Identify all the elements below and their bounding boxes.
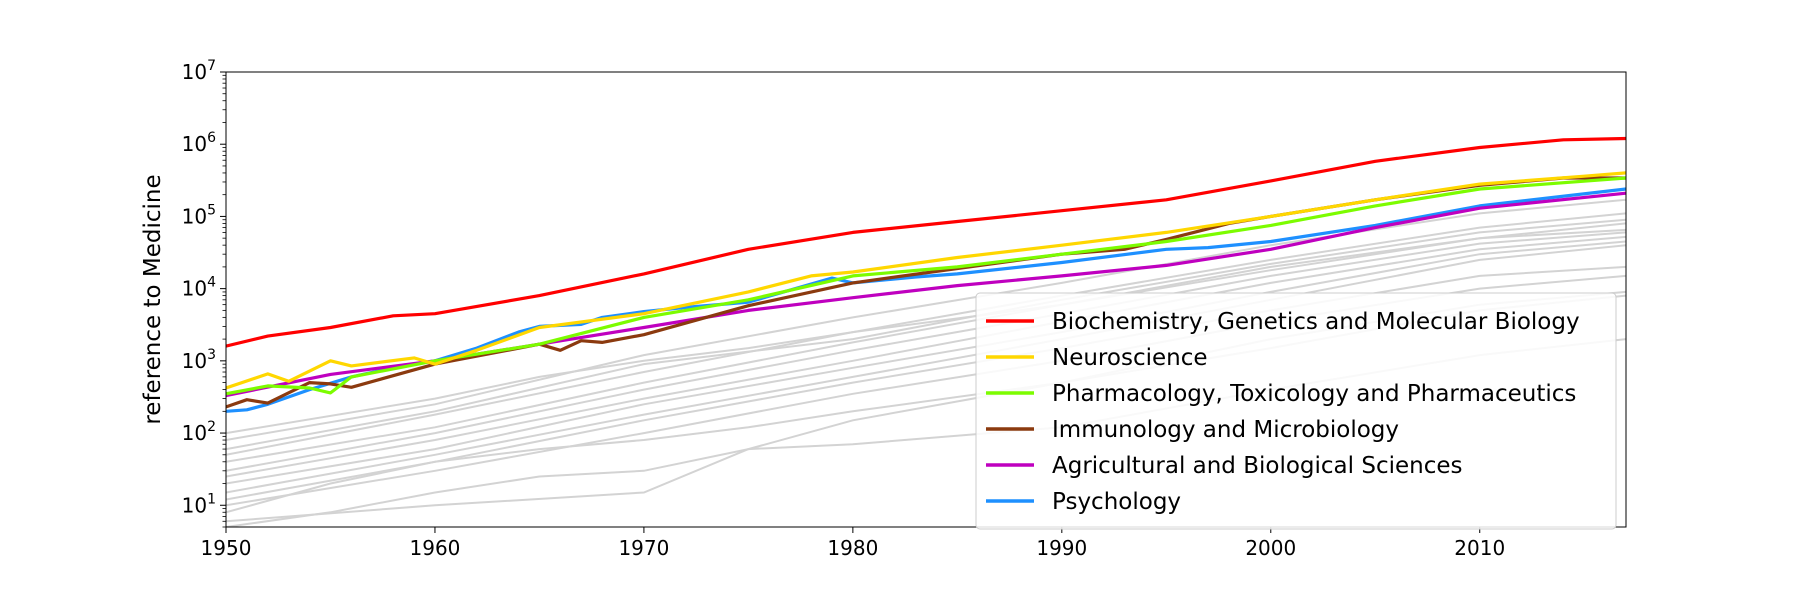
background-series-lines <box>226 198 1626 527</box>
y-tick-label: 104 <box>182 275 216 301</box>
y-axis-label: reference to Medicine <box>140 174 166 424</box>
highlighted-series-lines <box>226 136 1626 413</box>
legend-box <box>975 292 1617 530</box>
x-tick-label: 2000 <box>1245 536 1296 560</box>
background-line-4 <box>226 231 1626 472</box>
background-line-2 <box>226 212 1626 456</box>
x-tick-label: 1960 <box>410 536 461 560</box>
background-line-14 <box>226 218 1626 451</box>
y-tick-label: 102 <box>182 419 216 445</box>
legend-label: Neuroscience <box>1052 345 1208 371</box>
background-line-13 <box>226 228 1626 435</box>
series-line-1 <box>226 136 1626 348</box>
y-axis: 101 102 103 104 105 106 107 <box>182 58 226 528</box>
x-tick-label: 1980 <box>827 536 878 560</box>
x-tick-label: 1990 <box>1036 536 1087 560</box>
series-line-3 <box>226 176 1626 396</box>
legend-label: Pharmacology, Toxicology and Pharmaceuti… <box>1052 381 1576 407</box>
y-tick-label: 105 <box>182 202 216 228</box>
x-tick-label: 1950 <box>201 536 252 560</box>
y-tick-label: 106 <box>182 130 216 156</box>
background-line-7 <box>226 244 1626 494</box>
background-line-8 <box>226 265 1626 501</box>
x-tick-label: 1970 <box>618 536 669 560</box>
x-axis: 1950 1960 1970 1980 1990 2000 2010 <box>201 527 1505 560</box>
background-line-1 <box>226 198 1626 441</box>
background-line-6 <box>226 240 1626 485</box>
legend-label: Immunology and Microbiology <box>1052 417 1399 443</box>
legend-label: Agricultural and Biological Sciences <box>1052 453 1463 479</box>
y-tick-label: 103 <box>182 347 216 373</box>
y-tick-label: 107 <box>182 58 216 84</box>
background-line-5 <box>226 235 1626 478</box>
y-tick-label: 101 <box>182 491 216 517</box>
legend-label: Biochemistry, Genetics and Molecular Bio… <box>1052 309 1580 335</box>
legend-label: Psychology <box>1052 489 1181 515</box>
legend: Biochemistry, Genetics and Molecular Bio… <box>975 292 1617 530</box>
x-tick-label: 2010 <box>1454 536 1505 560</box>
series-line-2 <box>226 171 1626 390</box>
